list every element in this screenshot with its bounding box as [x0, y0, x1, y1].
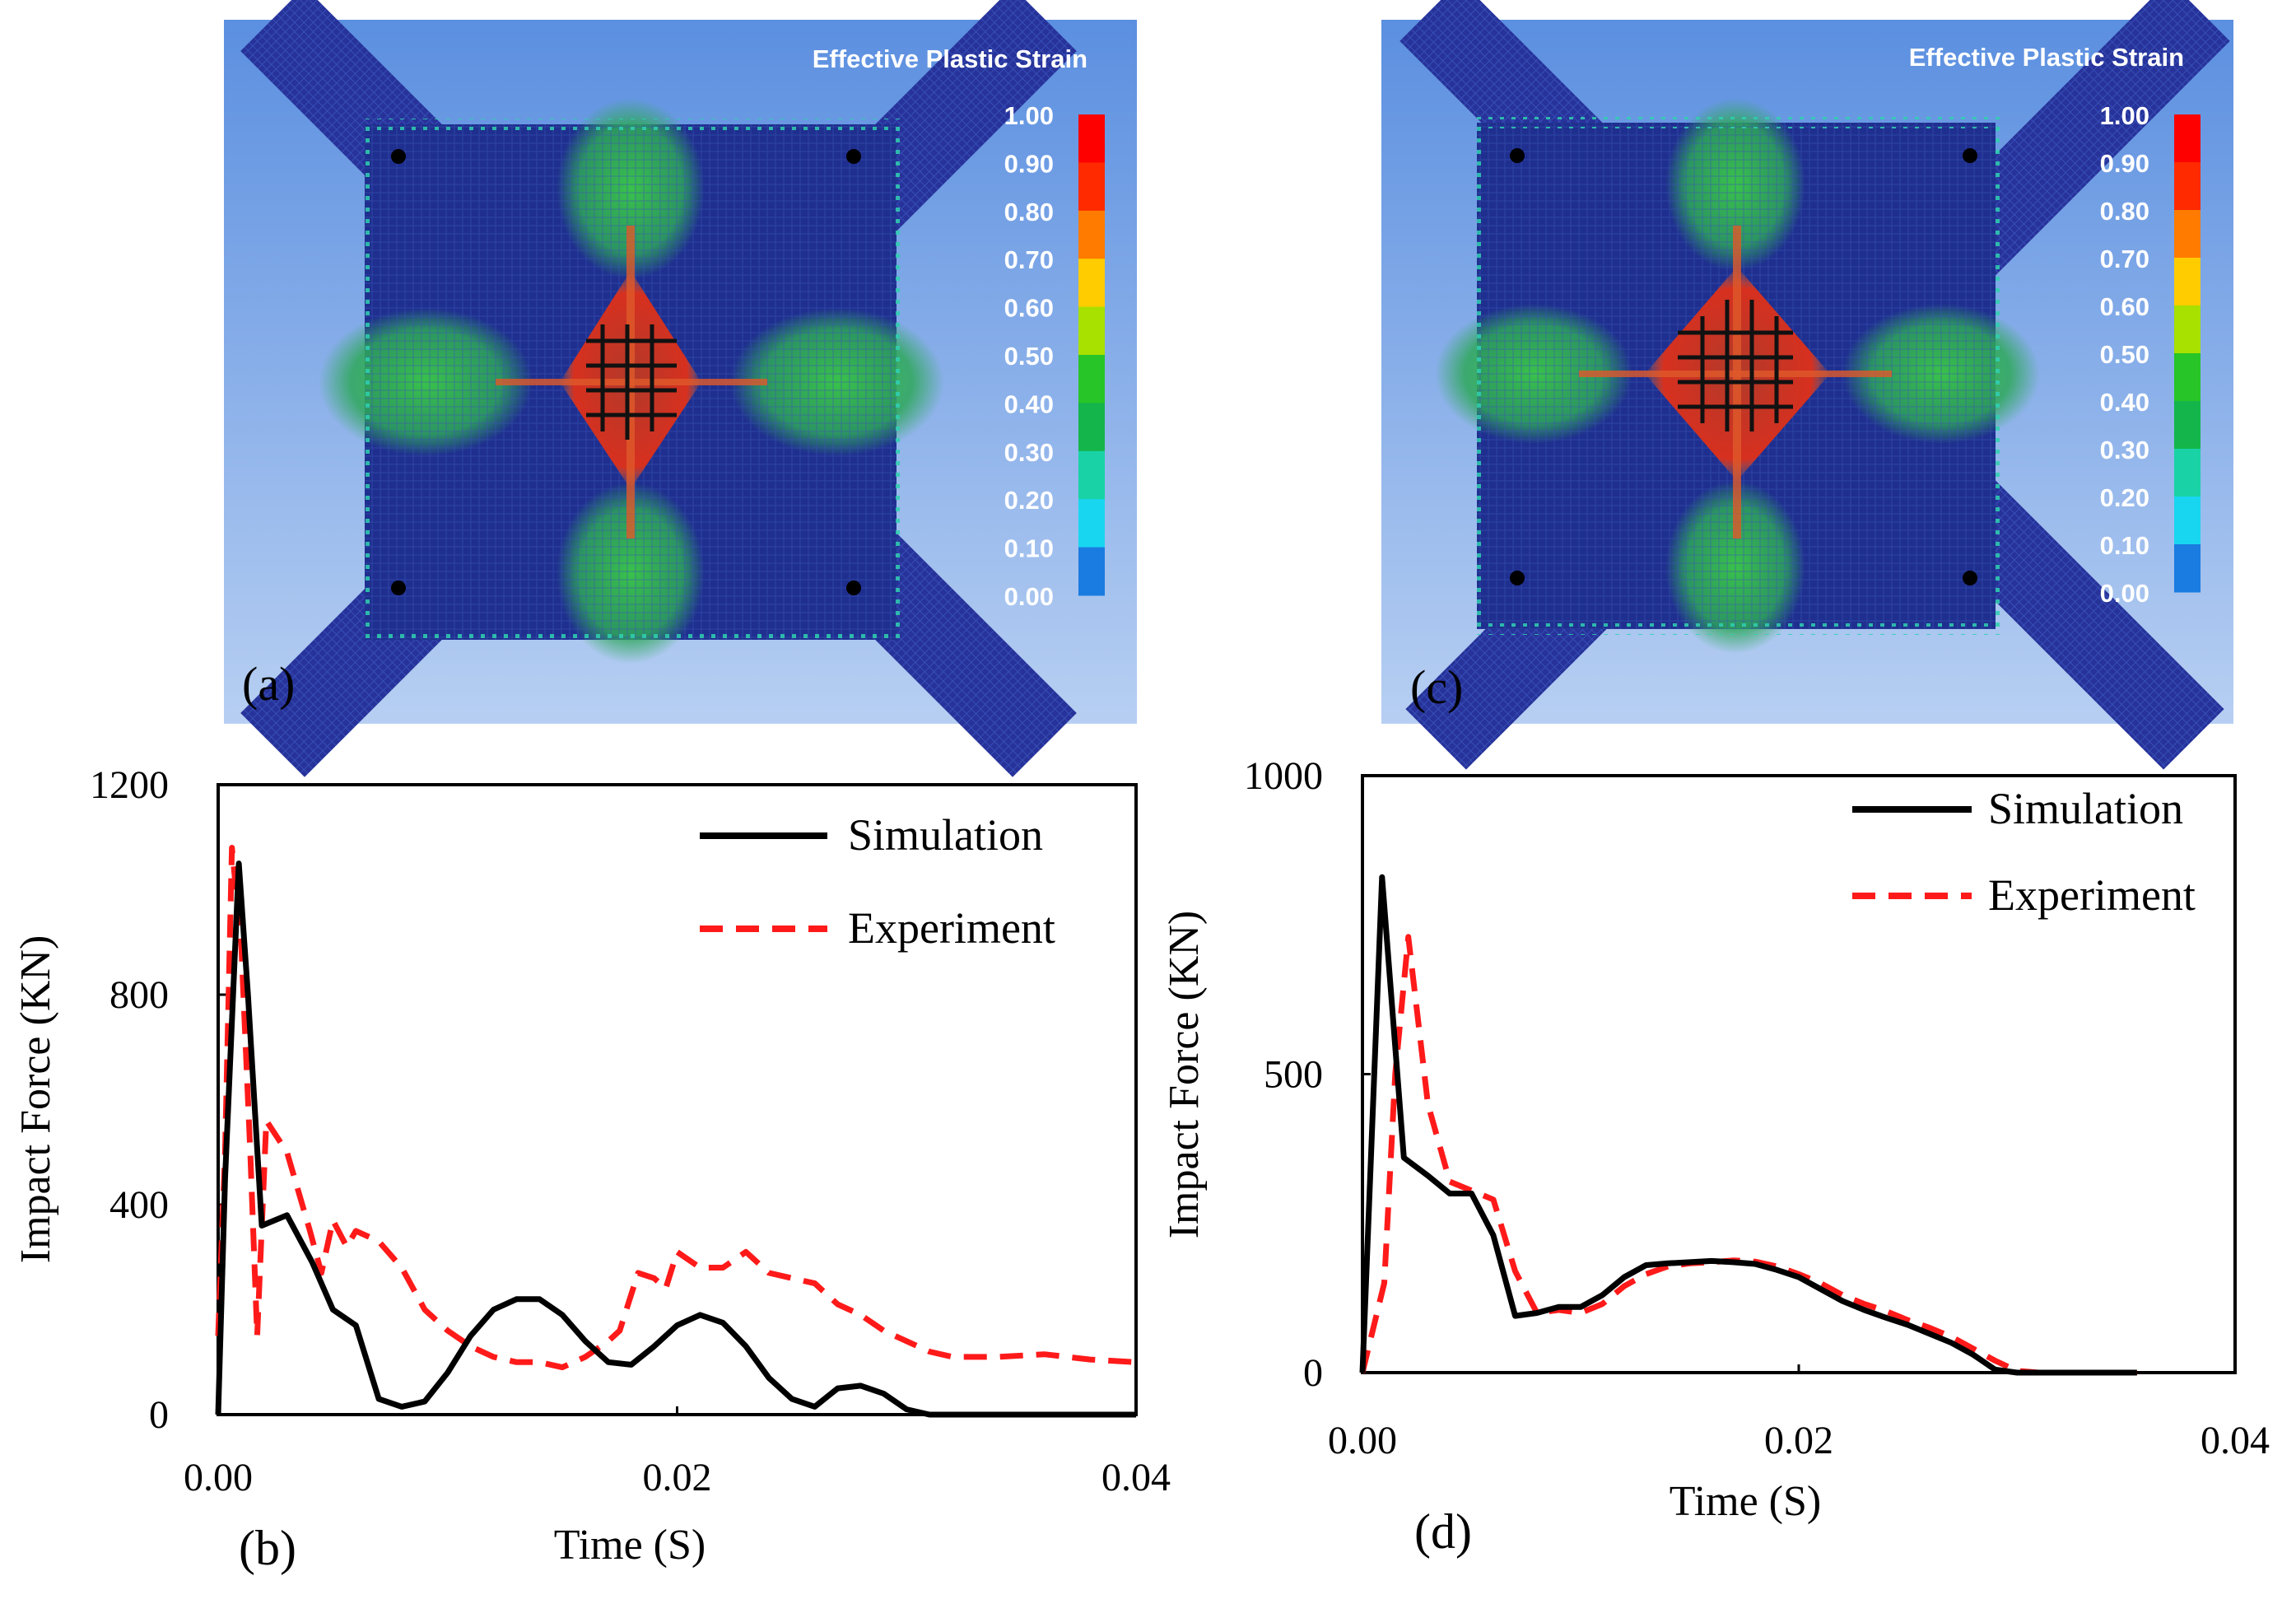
colorbar-segment — [1078, 450, 1105, 500]
colorbar-segment — [2174, 162, 2201, 211]
simulation-panel-a: Effective Plastic Strain 1.00 0.90 0.80 0.7… — [224, 0, 1137, 777]
y-axis-label: Impact Force (KN) — [1161, 911, 1208, 1239]
y-tick-label: 400 — [109, 1183, 169, 1227]
panel-label: (b) — [239, 1521, 296, 1575]
colorbar-tick-label: 0.10 — [1004, 534, 1054, 563]
colorbar-segment — [2174, 305, 2201, 354]
colorbar-tick-label: 0.90 — [1004, 149, 1054, 178]
panel-label: (a) — [242, 657, 295, 711]
series-line-simulation — [215, 860, 1136, 1418]
y-tick-label: 500 — [1264, 1053, 1323, 1097]
colorbar-tick-label: 0.60 — [2100, 292, 2149, 321]
colorbar-segment — [2174, 353, 2201, 402]
simulation-panel-c: Effective Plastic Strain 1.00 0.90 0.80 0.7… — [1381, 0, 2233, 770]
x-tick-label: 0.00 — [184, 1456, 253, 1499]
x-tick-label: 0.02 — [643, 1456, 712, 1499]
colorbar-segment — [1078, 162, 1105, 212]
y-tick-label: 0 — [149, 1393, 169, 1437]
plot-frame — [217, 783, 1138, 1416]
colorbar-tick-label: 0.50 — [2100, 340, 2149, 369]
colorbar-segment — [2174, 544, 2201, 593]
colorbar-tick-label: 0.30 — [2100, 436, 2149, 464]
colorbar-tick-label: 0.20 — [2100, 483, 2149, 512]
colorbar-segment — [2174, 401, 2201, 450]
x-tick-label: 0.04 — [2201, 1419, 2270, 1462]
colorbar-tick-label: 0.10 — [2100, 531, 2149, 560]
x-axis-label: Time (S) — [1670, 1478, 1821, 1525]
colorbar-tick-label: 0.90 — [2100, 149, 2149, 178]
colorbar-segment — [1078, 210, 1105, 259]
colorbar-segment — [1078, 355, 1105, 403]
concrete-slab-plate — [319, 98, 944, 664]
colorbar: 1.00 0.90 0.80 0.70 0.60 0.50 0.40 0.30 0.20 0.10… — [1004, 101, 1105, 611]
colorbar-tick-label: 0.70 — [2100, 245, 2149, 273]
y-tick-label: 0 — [1303, 1351, 1323, 1395]
chart-d: 0 500 1000 0.00 0.02 0.04 Impact Force (KN) Tim… — [1161, 754, 2270, 1559]
colorbar-tick-label: 0.00 — [2100, 579, 2149, 608]
chart-b: 0 400 800 1200 0.00 0.02 0.04 Impact Force (KN)… — [12, 763, 1171, 1575]
colorbar-tick-label: 0.80 — [1004, 198, 1054, 226]
colorbar-title: Effective Plastic Strain — [813, 44, 1087, 73]
panel-label: (c) — [1410, 660, 1463, 714]
x-tick-label: 0.02 — [1764, 1419, 1833, 1462]
colorbar-title: Effective Plastic Strain — [1909, 43, 2184, 72]
colorbar-tick-label: 0.70 — [1004, 245, 1054, 274]
colorbar-segment — [1078, 114, 1105, 163]
x-axis-label: Time (S) — [554, 1522, 706, 1569]
colorbar-tick-label: 0.40 — [1004, 389, 1054, 418]
colorbar-segment — [2174, 449, 2201, 497]
colorbar-tick-label: 0.60 — [1004, 294, 1054, 323]
y-tick-label: 800 — [109, 973, 169, 1017]
colorbar-tick-label: 0.40 — [2100, 388, 2149, 417]
legend-label-experiment: Experiment — [848, 903, 1055, 953]
concrete-slab-plate — [1435, 98, 2040, 654]
colorbar-segment — [1078, 403, 1105, 452]
x-tick-label: 0.00 — [1328, 1419, 1397, 1462]
colorbar-segment — [1078, 306, 1105, 356]
series-line-experiment — [1359, 934, 2137, 1376]
colorbar-tick-label: 1.00 — [2100, 101, 2149, 130]
y-tick-label: 1200 — [90, 763, 169, 807]
colorbar-segment — [2174, 258, 2201, 306]
colorbar-tick-label: 0.30 — [1004, 438, 1054, 467]
series-line-experiment — [215, 845, 1137, 1371]
y-axis-label: Impact Force (KN) — [12, 935, 59, 1264]
colorbar-tick-label: 0.80 — [2100, 197, 2149, 226]
colorbar-segment — [2174, 114, 2201, 163]
colorbar-segment — [2174, 210, 2201, 259]
panel-label: (d) — [1414, 1504, 1472, 1559]
colorbar-tick-label: 1.00 — [1004, 101, 1054, 130]
legend-label-experiment: Experiment — [1988, 870, 2196, 920]
colorbar: 1.00 0.90 0.80 0.70 0.60 0.50 0.40 0.30 0.20 0.10… — [2100, 101, 2201, 608]
colorbar-segment — [1078, 499, 1105, 548]
colorbar-tick-label: 0.50 — [1004, 342, 1054, 371]
colorbar-segment — [1078, 259, 1105, 308]
legend-label-simulation: Simulation — [848, 810, 1043, 860]
legend-label-simulation: Simulation — [1988, 784, 2183, 833]
plot-frame — [1361, 774, 2237, 1374]
y-tick-label: 1000 — [1244, 754, 1323, 798]
colorbar-tick-label: 0.00 — [1004, 582, 1054, 611]
series-line-simulation — [1359, 874, 2137, 1376]
colorbar-segment — [1078, 547, 1105, 596]
colorbar-tick-label: 0.20 — [1004, 486, 1054, 515]
colorbar-segment — [2174, 497, 2201, 545]
x-tick-label: 0.04 — [1101, 1456, 1171, 1499]
